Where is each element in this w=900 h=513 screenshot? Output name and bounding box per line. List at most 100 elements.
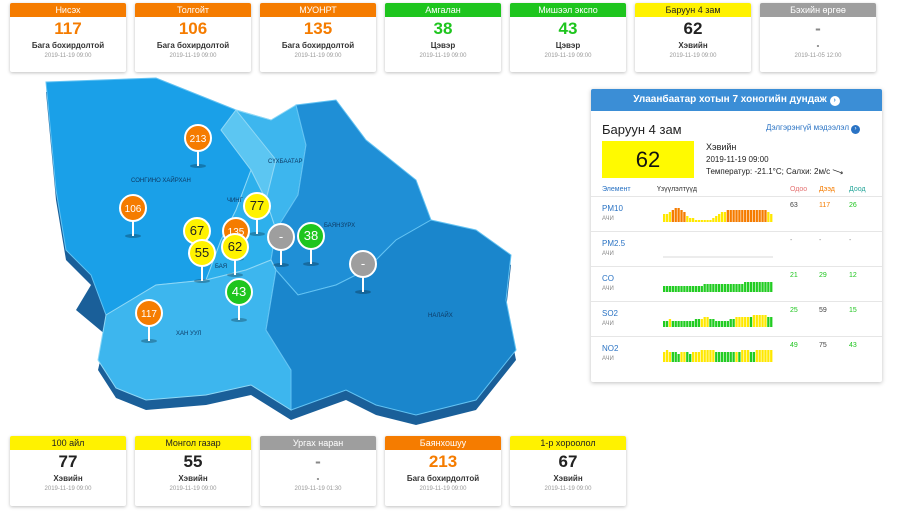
pollutant-row[interactable]: PM2.5 АЧИ - - - xyxy=(591,231,882,265)
aqi-value: 55 xyxy=(183,452,203,471)
sparkline-bar xyxy=(663,321,666,327)
sparkline-bar xyxy=(749,352,753,362)
sparkline-bar xyxy=(746,210,750,222)
pollutant-row[interactable]: PM10 АЧИ 63 117 26 xyxy=(591,196,882,230)
station-marker[interactable]: - xyxy=(349,250,377,294)
sparkline-bar xyxy=(709,319,712,327)
value-min: 26 xyxy=(849,202,857,209)
station-card[interactable]: Баянхошуу 213 Бага бохирдолтой 2019-11-19 0… xyxy=(385,436,501,506)
sparkline-bar xyxy=(680,210,683,222)
sparkline-bar xyxy=(689,218,692,222)
pollutant-unit: АЧИ xyxy=(602,321,614,327)
station-card[interactable]: Бэхийн өргөө - - 2019-11-05 12:00 xyxy=(760,3,876,72)
sparkline-bar xyxy=(723,212,727,222)
sparkline-bar xyxy=(677,286,680,292)
station-marker[interactable]: 43 xyxy=(225,278,253,322)
col-element-header: Элемент xyxy=(602,186,631,193)
sparkline-bar xyxy=(663,214,666,222)
panel-header[interactable]: Улаанбаатар хотын 7 хоногийн дундаж › xyxy=(591,89,882,111)
sparkline-bar xyxy=(712,284,715,292)
sparkline-bar xyxy=(668,212,672,222)
sparkline-bar xyxy=(674,286,677,292)
station-marker[interactable]: - xyxy=(267,223,295,267)
sparkline-bar xyxy=(752,210,756,222)
district-nalaikh[interactable] xyxy=(265,219,517,416)
station-marker[interactable]: 38 xyxy=(297,222,325,266)
station-marker[interactable]: 77 xyxy=(243,192,271,236)
sparkline-bar xyxy=(770,350,773,362)
marker-value: 43 xyxy=(232,284,246,299)
station-marker[interactable]: 62 xyxy=(221,233,249,277)
sparkline-bar xyxy=(697,352,701,362)
sparkline-bar xyxy=(741,210,744,222)
sparkline-bar xyxy=(746,317,750,327)
sparkline-bar xyxy=(749,282,753,292)
pollutant-row[interactable]: NO2 АЧИ 49 75 43 xyxy=(591,336,882,370)
sparkline-bar xyxy=(718,284,721,292)
aqi-level: Бага бохирдолтой xyxy=(281,41,355,50)
sparkline-bar xyxy=(761,282,764,292)
sparkline-bar xyxy=(697,286,701,292)
sparkline-bar xyxy=(732,319,735,327)
sparkline-bar xyxy=(691,218,695,222)
details-link[interactable]: Дэлгэрэнгүй мэдээлэл › xyxy=(766,123,860,134)
sparkline-bar xyxy=(746,282,750,292)
pollutant-name: SO2 xyxy=(602,309,619,318)
station-card[interactable]: Мишээл экспо 43 Цэвэр 2019-11-19 09:00 xyxy=(510,3,626,72)
station-card[interactable]: МУОНРТ 135 Бага бохирдолтой 2019-11-19 09:0… xyxy=(260,3,376,72)
sparkline-bar xyxy=(764,210,767,222)
sparkline-bar xyxy=(686,286,689,292)
pollutant-name: PM2.5 xyxy=(602,239,626,248)
station-card[interactable]: Амгалан 38 Цэвэр 2019-11-19 09:00 xyxy=(385,3,501,72)
station-card[interactable]: Толгойт 106 Бага бохирдолтой 2019-11-19 09:… xyxy=(135,3,251,72)
sparkline-bar xyxy=(726,321,729,327)
sparkline-bar xyxy=(767,212,770,222)
marker-value: 135 xyxy=(228,227,245,238)
station-card[interactable]: 100 айл 77 Хэвийн 2019-11-19 09:00 xyxy=(10,436,126,506)
sparkline-bar xyxy=(677,321,680,327)
sparkline-bar xyxy=(744,350,747,362)
sparkline-bar xyxy=(668,286,672,292)
station-card[interactable]: Ургах наран - - 2019-11-19 01:30 xyxy=(260,436,376,506)
col-min-header: Доод xyxy=(849,186,866,193)
sparkline-bar xyxy=(691,321,695,327)
sparkline-bar xyxy=(749,317,753,327)
marker-value: 117 xyxy=(141,309,157,320)
value-max: 75 xyxy=(819,342,827,349)
marker-value: - xyxy=(279,229,283,244)
sparkline-bar xyxy=(706,220,709,222)
pollutant-row[interactable]: CO АЧИ 21 29 12 xyxy=(591,266,882,300)
sparkline-bar xyxy=(689,321,692,327)
sparkline-bar xyxy=(715,321,718,327)
timestamp: 2019-11-19 09:00 xyxy=(169,486,217,492)
timestamp: 2019-11-19 09:00 xyxy=(44,53,92,59)
sparkline-bar xyxy=(735,210,738,222)
sparkline-bar xyxy=(770,282,773,292)
sparkline-bar xyxy=(709,284,712,292)
district-label-chingeltei: ЧИНГ xyxy=(227,198,244,204)
col-max-header: Дээд xyxy=(819,186,835,193)
sparkline-bar xyxy=(761,350,764,362)
station-marker[interactable]: 55 xyxy=(188,239,216,283)
station-card[interactable]: Нисэх 117 Бага бохирдолтой 2019-11-19 09:00 xyxy=(10,3,126,72)
value-now: 49 xyxy=(790,342,798,349)
station-marker[interactable]: 213 xyxy=(184,124,212,168)
panel-station-name: Баруун 4 зам xyxy=(602,122,682,137)
sparkline-bar xyxy=(718,352,721,362)
station-card[interactable]: Баруун 4 зам 62 Хэвийн 2019-11-19 09:00 xyxy=(635,3,751,72)
sparkline-bar xyxy=(694,220,698,222)
sparkline-bar xyxy=(706,317,709,327)
station-marker[interactable]: 106 xyxy=(119,194,147,238)
station-name: Баянхошуу xyxy=(385,436,501,450)
station-card[interactable]: 1-р хороолол 67 Хэвийн 2019-11-19 09:00 xyxy=(510,436,626,506)
sparkline-bar xyxy=(671,352,674,362)
aqi-value: - xyxy=(315,452,321,471)
station-marker[interactable]: 117 xyxy=(135,299,163,343)
sparkline-bar xyxy=(767,350,770,362)
sparkline-bar xyxy=(686,352,689,362)
sparkline-bar xyxy=(680,286,683,292)
district-label-sukhbaatar: СҮХБААТАР xyxy=(268,159,302,165)
pollutant-unit: АЧИ xyxy=(602,286,614,292)
pollutant-row[interactable]: SO2 АЧИ 25 59 15 xyxy=(591,301,882,335)
station-card[interactable]: Монгол газар 55 Хэвийн 2019-11-19 09:00 xyxy=(135,436,251,506)
